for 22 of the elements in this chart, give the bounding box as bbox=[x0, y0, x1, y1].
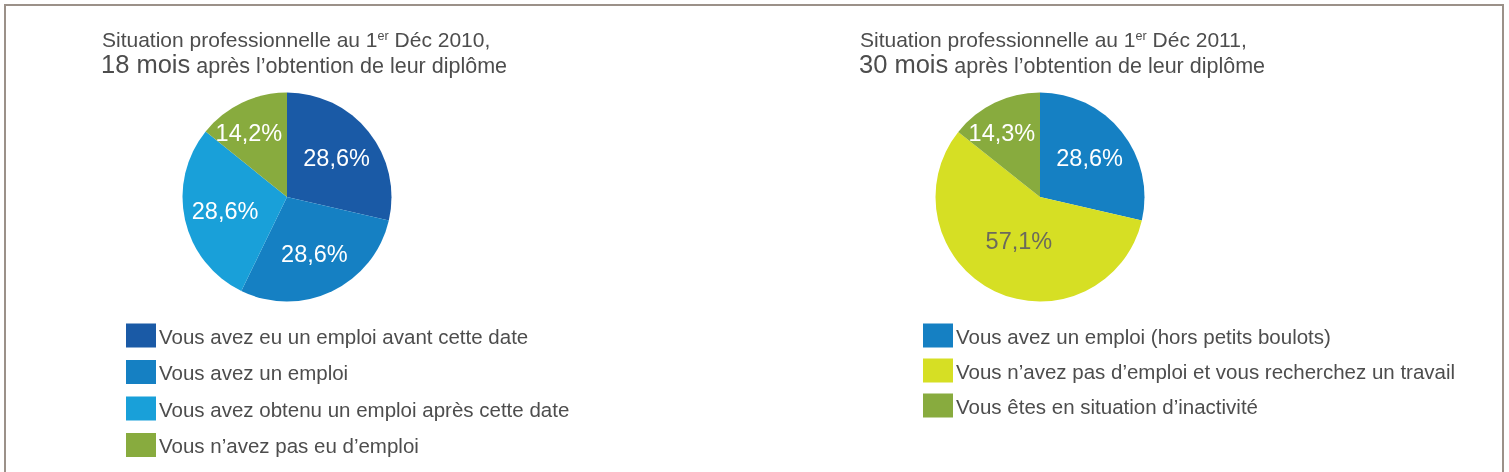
legend-label: Vous avez un emploi bbox=[159, 361, 349, 384]
legend-label: Vous êtes en situation d’inactivité bbox=[956, 394, 1258, 418]
data-label: 28,6% bbox=[303, 144, 371, 171]
data-label: 28,6% bbox=[281, 241, 348, 268]
data-label: 57,1% bbox=[985, 227, 1053, 254]
pie-slice bbox=[958, 92, 1040, 197]
pie-slice bbox=[1040, 92, 1145, 221]
legend-label: Vous avez obtenu un emploi après cette date bbox=[159, 397, 570, 421]
data-label: 14,2% bbox=[215, 120, 283, 147]
pie-slice bbox=[287, 92, 392, 221]
data-label: 28,6% bbox=[191, 198, 259, 225]
data-label: 28,6% bbox=[1056, 144, 1124, 171]
chart-title: Situation professionnelle au 1$^{er}$ Déc 2010, bbox=[102, 28, 491, 51]
pie-slice bbox=[205, 92, 287, 197]
legend-label: Vous avez un emploi (hors petits boulots) bbox=[956, 324, 1331, 348]
chart-title: Situation professionnelle au 1$^{er}$ Déc 2011, bbox=[860, 28, 1247, 51]
data-label: 14,3% bbox=[968, 120, 1036, 147]
legend-label: Vous n’avez pas d’emploi et vous recherchez un travail bbox=[956, 359, 1456, 383]
chart-subtitle: 18 mois après l’obtention de leur diplôme bbox=[101, 50, 508, 78]
legend-label: Vous n’avez pas eu d’emploi bbox=[159, 434, 419, 457]
legend-label: Vous avez eu un emploi avant cette date bbox=[159, 324, 529, 348]
chart-subtitle: 30 mois après l’obtention de leur diplôme bbox=[859, 50, 1266, 78]
